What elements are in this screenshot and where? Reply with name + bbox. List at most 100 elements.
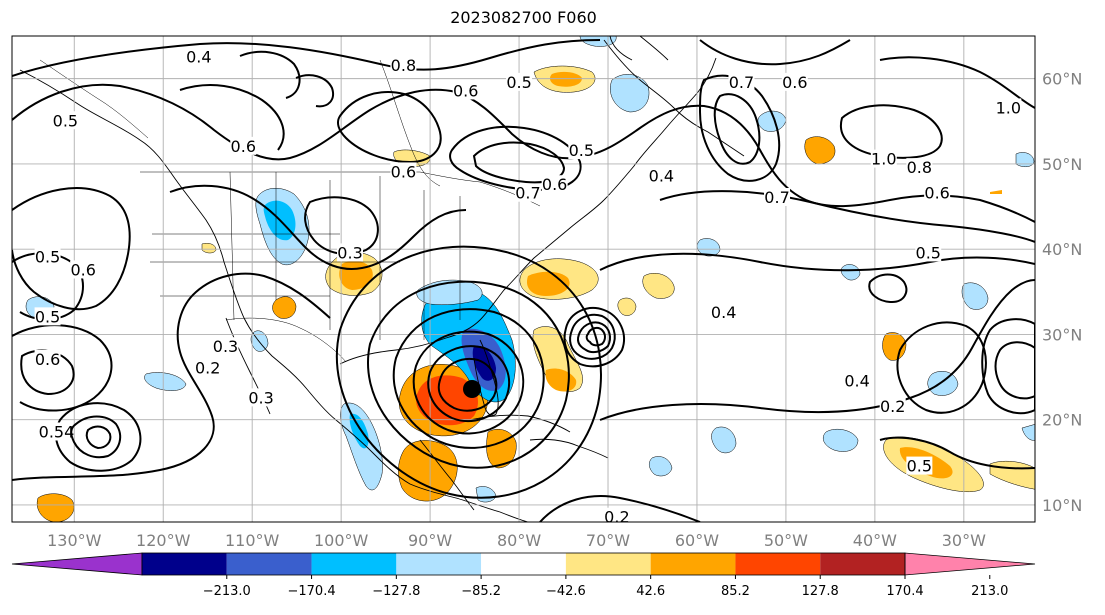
contour-line — [699, 39, 851, 66]
contour-label: 0.4 — [186, 47, 211, 66]
contour-line — [896, 321, 987, 414]
contour-label: 0.8 — [391, 56, 416, 75]
border — [39, 59, 149, 139]
map-title: 2023082700 F060 — [450, 8, 597, 27]
contour-label-background — [34, 350, 61, 368]
contour-label-background — [390, 55, 417, 74]
contour-label-background — [844, 371, 871, 390]
contour-label: 0.3 — [248, 388, 273, 407]
contour-label-background — [648, 166, 675, 185]
contour-label: 0.4 — [649, 167, 674, 186]
contour-label: 0.6 — [391, 162, 416, 181]
shade-region — [526, 271, 570, 296]
contour-label-background — [390, 162, 417, 181]
colorbar-cell — [396, 553, 482, 575]
contour-label: 0.5 — [53, 111, 78, 130]
colorbar-tick-label: −127.8 — [372, 584, 420, 599]
shade-region — [36, 493, 75, 522]
colorbar-cell — [565, 553, 651, 575]
contour-line — [839, 104, 943, 159]
contour-label: 1.0 — [871, 150, 896, 169]
storm-center-marker — [463, 380, 481, 398]
contour-line — [879, 56, 1035, 109]
contour-label: 0.6 — [35, 350, 60, 369]
contour-lines — [12, 39, 1035, 522]
contour-label: 0.8 — [907, 158, 932, 177]
colorbar-tick-label: −85.2 — [461, 584, 501, 599]
contour-line — [585, 326, 606, 347]
longitude-label: 120°W — [136, 531, 191, 550]
shade-region — [349, 413, 369, 449]
coastline — [603, 57, 717, 201]
shade-region — [610, 74, 650, 113]
contour-label: 0.7 — [515, 184, 540, 203]
shade-region — [711, 426, 737, 454]
colorbar-cell — [226, 553, 312, 575]
contour-label-background — [452, 81, 479, 100]
shade-region — [804, 136, 836, 165]
contour-line — [179, 84, 285, 151]
contour-label: 0.5 — [569, 141, 594, 160]
latitude-label: 40°N — [1042, 240, 1082, 259]
contour-line — [12, 187, 131, 311]
contour-label-background — [337, 243, 364, 262]
contour-label: 0.5 — [35, 248, 60, 267]
contour-line — [295, 74, 334, 108]
contour-label-background — [185, 47, 212, 66]
colorbar: −213.0 −170.4 −127.8 −85.2 −42.6 42.6 85.2 127.… — [11, 552, 1036, 599]
contour-label-background — [906, 158, 933, 177]
contour-line — [599, 252, 1035, 272]
shade-region — [927, 371, 959, 396]
contour-line — [879, 436, 1035, 470]
contour-label: 0.5 — [907, 457, 932, 476]
longitude-label: 50°W — [764, 531, 808, 550]
contour-label-background — [541, 175, 568, 194]
map-frame — [11, 35, 1036, 523]
contour-line — [12, 272, 331, 481]
shade-region — [882, 332, 907, 361]
contour-line — [472, 141, 566, 184]
shade-region — [398, 440, 458, 502]
contour-label-background — [906, 456, 933, 475]
longitude-label: 60°W — [675, 531, 719, 550]
border — [379, 59, 441, 187]
contour-label-background — [230, 136, 257, 155]
contour-line — [539, 495, 701, 522]
coastline — [603, 39, 745, 157]
map-plot-area: 0.4 0.80.6 0.5 0.7 0.61.00.50.6 0.50.60.7 0.61… — [12, 36, 1035, 522]
colorbar-frame — [141, 552, 906, 576]
contour-label: 0.7 — [729, 73, 754, 92]
contour-label: 1.0 — [996, 98, 1021, 117]
contour-label-background — [43, 422, 70, 441]
border — [225, 317, 347, 363]
coastline — [419, 439, 475, 511]
longitude-label: 100°W — [314, 531, 369, 550]
contour-line — [304, 196, 379, 256]
shade-region — [550, 71, 582, 87]
contour-line — [437, 358, 498, 412]
latitude-label: 20°N — [1042, 411, 1082, 430]
longitude-label: 130°W — [47, 531, 102, 550]
shade-region — [416, 375, 478, 426]
coastline — [19, 69, 529, 522]
contour-line — [239, 50, 301, 99]
contour-line — [85, 425, 112, 450]
shade-region — [1015, 152, 1035, 167]
contour-label-background — [52, 111, 79, 130]
contour-label: 0.2 — [195, 359, 220, 378]
contour-line — [169, 184, 467, 270]
contour-line — [335, 245, 602, 499]
contour-label: 0.54 — [39, 422, 75, 441]
latitude-labels: 60°N 50°N 40°N 30°N 20°N 10°N — [1042, 70, 1082, 515]
latitude-label: 10°N — [1042, 496, 1082, 515]
contour-label: 0.3 — [213, 337, 238, 356]
contour-label-background — [870, 149, 897, 168]
contour-label: 0.6 — [453, 81, 478, 100]
contour-label-background — [506, 72, 533, 91]
colorbar-tick-label: 85.2 — [721, 584, 750, 599]
contour-label-background — [514, 183, 541, 202]
colorbar-tick-label: 170.4 — [886, 584, 923, 599]
colorbar-cells — [11, 552, 1036, 576]
longitude-labels: 130°W 120°W 110°W 100°W 90°W 80°W 70°W 60°W 50°W… — [47, 531, 986, 550]
shade-region — [617, 297, 637, 316]
